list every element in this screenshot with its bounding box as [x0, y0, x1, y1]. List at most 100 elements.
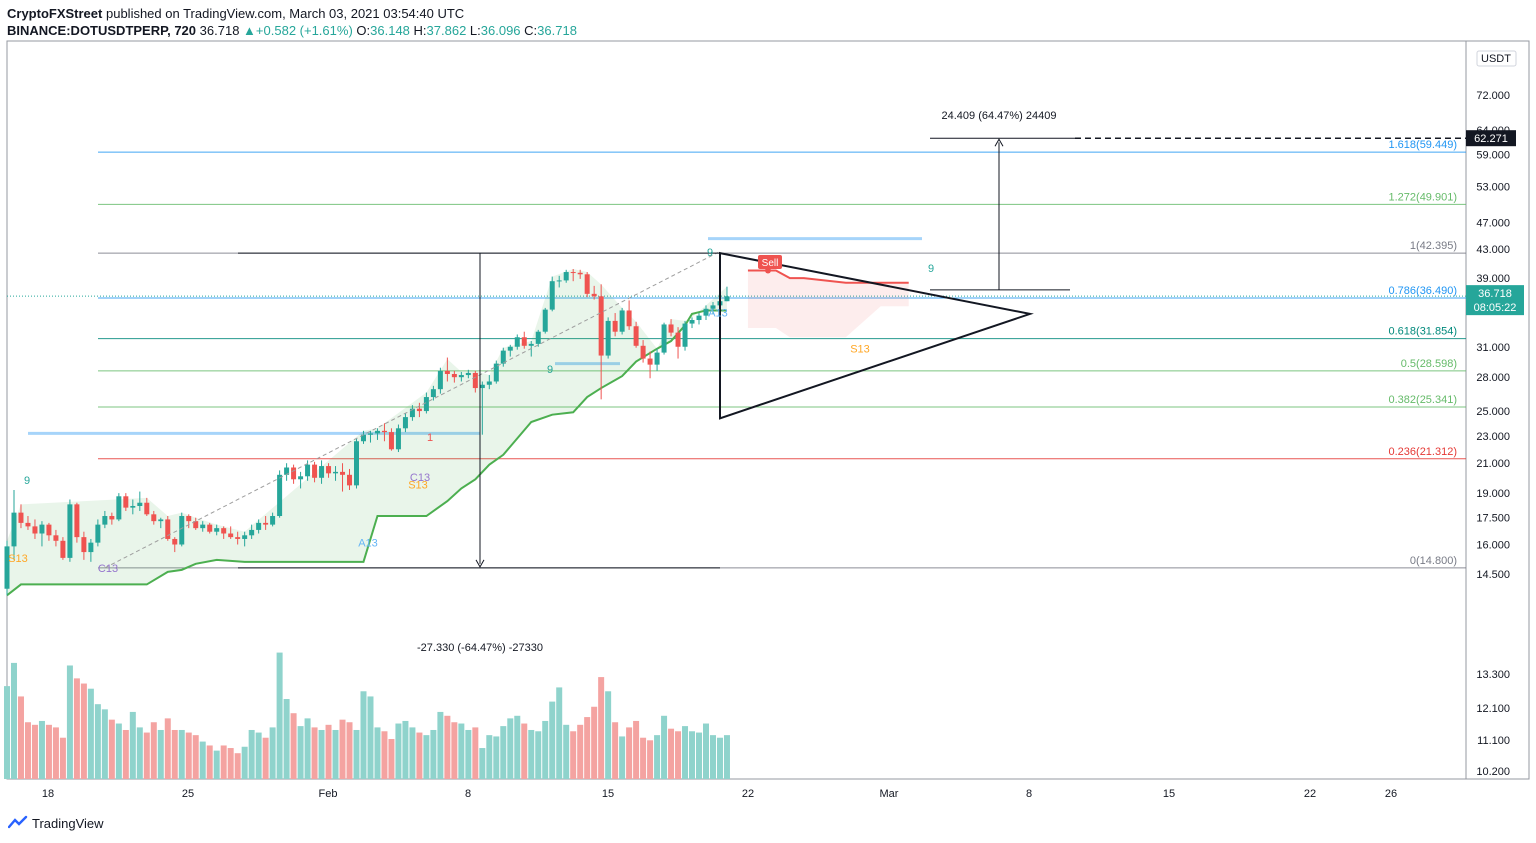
y-axis-tick: 43.000	[1476, 244, 1510, 256]
volume-bar	[276, 652, 283, 779]
volume-bar	[136, 727, 143, 779]
candle-body	[633, 326, 639, 346]
volume-bar	[381, 731, 388, 779]
y-axis-tick: 11.100	[1477, 735, 1510, 747]
candle-body	[675, 332, 681, 347]
volume-bar	[31, 724, 38, 779]
candle-body	[25, 522, 31, 527]
volume-bar	[716, 737, 723, 779]
y-axis-tick: 19.000	[1476, 488, 1510, 500]
candle-body	[696, 315, 702, 321]
candle-body	[605, 320, 611, 356]
y-axis-tick: 17.500	[1476, 513, 1510, 525]
candle-body	[137, 502, 143, 506]
volume-bar	[479, 748, 486, 779]
volume-bar	[339, 719, 346, 779]
published-text: published on TradingView.com, March 03, …	[105, 6, 465, 21]
measure-up-arrow-icon	[994, 138, 1004, 147]
td-label-11: S13	[8, 553, 28, 565]
y-axis-tick: 59.000	[1476, 149, 1510, 161]
publisher-name[interactable]: CryptoFXStreet	[7, 6, 103, 21]
td-label-1: 9	[707, 247, 713, 259]
volume-bar	[514, 715, 521, 779]
publisher-line: CryptoFXStreet published on TradingView.…	[7, 5, 577, 22]
volume-bar	[94, 704, 101, 779]
td-label-0: 9	[24, 475, 30, 487]
volume-bar	[521, 723, 528, 779]
volume-bar	[444, 715, 451, 779]
candle-body	[535, 331, 541, 344]
candle-body	[458, 375, 464, 378]
candle-body	[165, 519, 171, 539]
volume-bar	[598, 677, 605, 779]
volume-bar	[304, 718, 311, 779]
candle-body	[18, 512, 24, 523]
candle-body	[256, 522, 262, 530]
supertrend-fill	[7, 269, 727, 596]
volume-bar	[59, 737, 66, 779]
symbol-label[interactable]: BINANCE:DOTUSDTPERP, 720	[7, 23, 197, 38]
volume-bar	[542, 720, 549, 779]
volume-bar	[486, 735, 493, 779]
volume-bar	[297, 726, 304, 779]
candle-body	[514, 337, 520, 347]
last-price-badge	[1466, 285, 1524, 316]
volume-bar	[24, 722, 31, 779]
sell-label: Sell	[762, 258, 779, 269]
y-axis-tick: 10.200	[1476, 766, 1510, 778]
volume-bar	[234, 753, 241, 779]
volume-bar	[101, 709, 108, 779]
volume-bar	[423, 735, 430, 779]
candle-body	[144, 502, 150, 515]
volume-bar	[430, 729, 437, 779]
candle-body	[668, 324, 674, 333]
volume-bar	[122, 729, 129, 779]
x-axis-tick: 25	[182, 788, 194, 800]
candle-body	[354, 441, 359, 486]
volume-bar	[325, 724, 332, 779]
fib-level-label: 0.382(25.341)	[1389, 394, 1458, 406]
candle-body	[479, 384, 485, 389]
y-axis-tick: 39.000	[1476, 273, 1510, 285]
close-label: C:	[524, 23, 538, 38]
candle-body	[612, 320, 618, 332]
volume-bar	[367, 696, 374, 779]
volume-bar	[80, 683, 87, 779]
tradingview-logo-icon	[8, 815, 28, 829]
volume-bar	[220, 745, 227, 779]
volume-bar	[360, 691, 367, 779]
candle-body	[388, 432, 394, 450]
candle-body	[305, 464, 311, 477]
volume-bar	[262, 737, 269, 779]
candle-body	[703, 308, 709, 316]
volume-bar	[591, 706, 598, 779]
fib-level-label: 0.786(36.490)	[1389, 285, 1458, 297]
footer-brand[interactable]: TradingView	[8, 815, 104, 831]
td-label-8: S13	[850, 344, 870, 356]
volume-bar	[570, 731, 577, 779]
y-axis-tick: 13.300	[1476, 669, 1510, 681]
candle-body	[214, 528, 220, 532]
candle-body	[626, 310, 632, 327]
volume-bar	[150, 722, 157, 779]
high-label: H:	[413, 23, 427, 38]
y-axis-tick: 12.100	[1476, 703, 1510, 715]
volume-bar	[199, 741, 206, 779]
volume-bar	[66, 665, 73, 779]
candle-body	[661, 324, 667, 353]
td-label-9: A13	[358, 537, 378, 549]
volume-bar	[647, 740, 654, 779]
x-axis-tick: 22	[742, 788, 754, 800]
volume-bar	[626, 727, 633, 779]
candle-body	[360, 434, 366, 442]
high-value: 37.862	[426, 23, 467, 38]
volume-bar	[346, 722, 353, 779]
y-axis-tick: 14.500	[1476, 569, 1510, 581]
fib-level-label: 1.618(59.449)	[1389, 139, 1458, 151]
candle-body	[367, 433, 373, 435]
candle-body	[284, 467, 290, 475]
volume-bar	[143, 732, 150, 779]
volume-bar	[269, 727, 276, 779]
low-label: L:	[469, 23, 481, 38]
